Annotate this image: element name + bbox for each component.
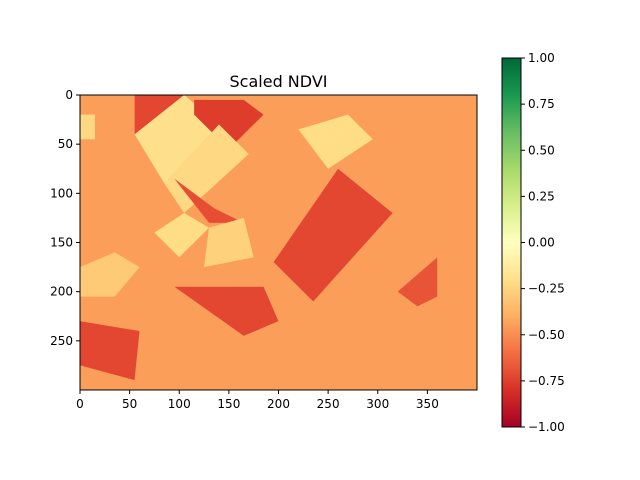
x-tick-label: 200 [267, 397, 290, 411]
colorbar-tick-label: −0.25 [528, 282, 565, 296]
colorbar-tick-label: 1.00 [528, 51, 555, 65]
heatmap-image [80, 95, 477, 390]
x-tick-label: 100 [168, 397, 191, 411]
x-tick-label: 250 [317, 397, 340, 411]
x-tick-label: 300 [366, 397, 389, 411]
field-patch-6 [174, 286, 279, 336]
colorbar-tick-label: −0.75 [528, 374, 565, 388]
colorbar-axis: 1.00 0.75 0.50 0.25 0.00 −0.25 −0.50 −0.75 −1.00 [521, 51, 565, 434]
colorbar-tick-label: 0.50 [528, 143, 555, 157]
y-tick-label: 200 [50, 285, 73, 299]
y-tick-label: 150 [50, 236, 73, 250]
x-tick-label: 50 [122, 397, 137, 411]
colorbar-tick-label: −1.00 [528, 420, 565, 434]
x-tick-label: 350 [416, 397, 439, 411]
chart-title: Scaled NDVI [230, 72, 328, 91]
field-patch-12 [80, 252, 140, 297]
x-tick-label: 150 [217, 397, 240, 411]
colorbar-tick-label: 0.75 [528, 97, 555, 111]
x-tick-label: 0 [76, 397, 84, 411]
y-tick-label: 250 [50, 334, 73, 348]
field-patch-7 [80, 321, 140, 381]
y-axis: 0 50 100 150 200 250 [50, 88, 80, 348]
colorbar [501, 57, 522, 428]
field-patch-2 [194, 99, 264, 150]
field-patch-9 [80, 114, 95, 140]
field-patch-13 [154, 213, 210, 258]
colorbar-tick-label: 0.00 [528, 236, 555, 250]
x-axis: 0 50 100 150 200 250 300 350 [76, 390, 439, 411]
field-patch-8 [397, 257, 438, 307]
y-tick-label: 100 [50, 186, 73, 200]
field-patch-10 [298, 114, 373, 169]
y-tick-label: 50 [58, 137, 73, 151]
field-patch-4 [174, 178, 244, 223]
y-tick-label: 0 [65, 88, 73, 102]
colorbar-tick-label: −0.50 [528, 328, 565, 342]
field-patch-11 [204, 217, 254, 268]
colorbar-tick-label: 0.25 [528, 189, 555, 203]
field-patch-5 [273, 168, 393, 302]
